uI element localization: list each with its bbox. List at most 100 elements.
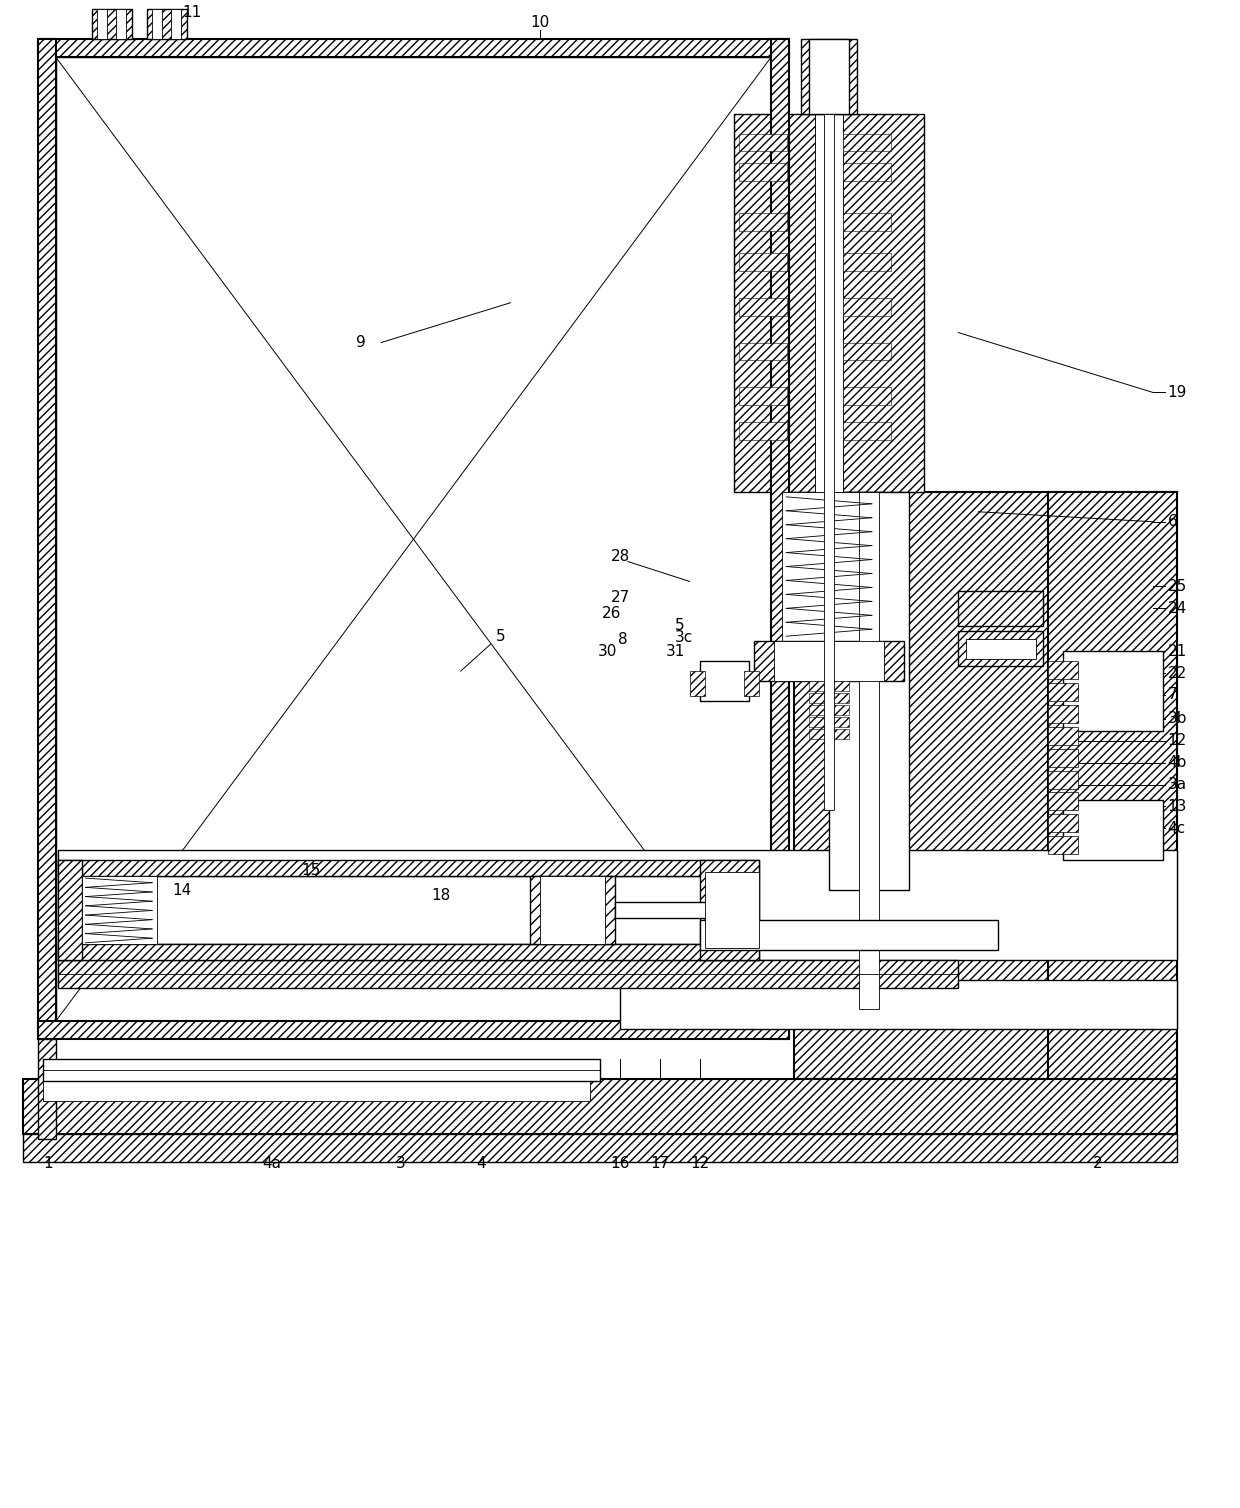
Bar <box>98 9 108 39</box>
Bar <box>810 682 849 691</box>
Bar <box>843 213 890 231</box>
Bar <box>117 9 126 39</box>
Text: 10: 10 <box>531 15 551 30</box>
Bar <box>754 641 904 682</box>
Bar <box>531 876 615 944</box>
Bar <box>22 1080 1178 1134</box>
Bar <box>57 959 959 988</box>
Bar <box>739 134 787 151</box>
Text: 4b: 4b <box>1168 756 1187 771</box>
Bar <box>83 876 157 944</box>
Bar <box>774 641 884 682</box>
Bar <box>1048 771 1078 789</box>
Bar <box>739 297 787 315</box>
Text: 25: 25 <box>1168 579 1187 594</box>
Bar <box>815 113 843 492</box>
Text: 11: 11 <box>182 5 202 20</box>
Bar <box>734 113 924 492</box>
Bar <box>1048 814 1078 832</box>
Bar <box>810 704 849 715</box>
Bar <box>774 492 884 641</box>
Bar <box>22 1134 1178 1161</box>
Bar <box>739 213 787 231</box>
Text: 26: 26 <box>603 606 621 621</box>
Text: 17: 17 <box>650 1157 670 1172</box>
Bar <box>744 671 759 695</box>
Bar <box>782 492 875 641</box>
Bar <box>57 860 759 876</box>
Bar <box>815 113 843 492</box>
Bar <box>37 1039 56 1139</box>
Bar <box>825 113 835 810</box>
Bar <box>843 342 890 360</box>
Text: 6: 6 <box>1168 514 1177 529</box>
Text: 13: 13 <box>1168 799 1187 814</box>
Bar <box>959 632 1043 667</box>
Text: 3a: 3a <box>1168 777 1187 792</box>
Text: 4c: 4c <box>1168 820 1185 835</box>
Text: 4a: 4a <box>262 1157 281 1172</box>
Text: 16: 16 <box>610 1157 630 1172</box>
Bar <box>843 253 890 271</box>
Bar <box>148 9 187 39</box>
Bar <box>93 9 133 39</box>
Bar <box>739 422 787 440</box>
Text: 3c: 3c <box>675 630 693 645</box>
Text: 5: 5 <box>675 618 684 633</box>
Text: 28: 28 <box>610 549 630 564</box>
Bar <box>810 728 849 739</box>
Bar <box>1048 683 1078 701</box>
Bar <box>699 860 759 959</box>
Bar <box>810 39 849 113</box>
Bar <box>843 422 890 440</box>
Bar <box>57 851 1178 959</box>
Bar <box>615 902 754 918</box>
Bar <box>171 9 181 39</box>
Bar <box>56 57 771 1021</box>
Text: 7: 7 <box>1168 688 1177 703</box>
Bar <box>42 1059 600 1081</box>
Bar <box>771 39 789 1039</box>
Bar <box>1048 727 1078 745</box>
Bar <box>801 39 857 113</box>
Text: 8: 8 <box>619 632 627 647</box>
Text: 18: 18 <box>432 888 450 902</box>
Bar <box>843 297 890 315</box>
Bar <box>1048 793 1078 810</box>
Text: 30: 30 <box>598 644 616 659</box>
Bar <box>959 591 1043 626</box>
Bar <box>966 639 1037 659</box>
Bar <box>739 388 787 406</box>
Bar <box>153 9 162 39</box>
Bar <box>37 1021 789 1039</box>
Text: 5: 5 <box>496 629 506 644</box>
Bar <box>1048 492 1178 1080</box>
Bar <box>57 944 759 959</box>
Text: 24: 24 <box>1168 600 1187 615</box>
Bar <box>704 872 759 949</box>
Bar <box>620 980 1178 1030</box>
Bar <box>1048 661 1078 679</box>
Bar <box>739 163 787 181</box>
Bar <box>843 163 890 181</box>
Bar <box>541 876 605 944</box>
Bar <box>739 342 787 360</box>
Bar <box>699 920 998 950</box>
Text: 2: 2 <box>1092 1157 1102 1172</box>
Bar <box>843 388 890 406</box>
Text: 22: 22 <box>1168 665 1187 680</box>
Bar <box>810 694 849 703</box>
Bar <box>859 492 879 1009</box>
Text: 27: 27 <box>610 590 630 605</box>
Text: 19: 19 <box>1168 385 1187 400</box>
Text: 3: 3 <box>396 1157 405 1172</box>
Text: 21: 21 <box>1168 644 1187 659</box>
Text: 4: 4 <box>476 1157 485 1172</box>
Text: 9: 9 <box>356 335 366 350</box>
Text: 15: 15 <box>301 863 321 878</box>
Bar <box>1063 651 1163 731</box>
Bar <box>57 860 83 959</box>
Bar <box>1048 748 1078 766</box>
Bar <box>830 492 909 890</box>
Bar <box>37 39 789 57</box>
